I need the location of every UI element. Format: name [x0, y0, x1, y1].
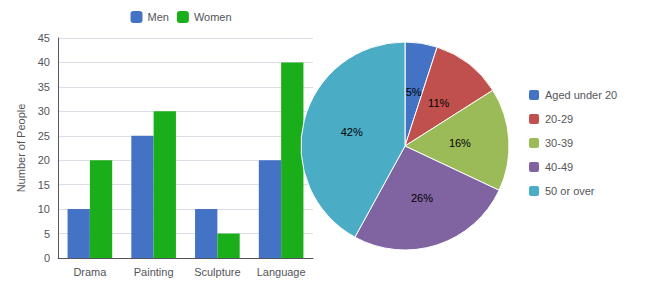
svg-text:5: 5 [44, 228, 50, 240]
svg-text:Sculpture: Sculpture [194, 266, 240, 278]
svg-text:20: 20 [38, 154, 50, 166]
svg-text:40: 40 [38, 56, 50, 68]
svg-text:10: 10 [38, 203, 50, 215]
svg-text:Number of People: Number of People [15, 104, 27, 193]
svg-text:Drama: Drama [73, 266, 107, 278]
svg-text:Aged under 20: Aged under 20 [545, 89, 617, 101]
svg-text:35: 35 [38, 81, 50, 93]
svg-text:15: 15 [38, 179, 50, 191]
svg-text:30-39: 30-39 [545, 137, 573, 149]
svg-text:50 or over: 50 or over [545, 185, 595, 197]
svg-text:0: 0 [44, 252, 50, 264]
svg-text:20-29: 20-29 [545, 113, 573, 125]
svg-text:Painting: Painting [134, 266, 174, 278]
svg-text:45: 45 [38, 32, 50, 44]
svg-text:Language: Language [257, 266, 306, 278]
svg-text:5%: 5% [406, 86, 422, 98]
svg-text:26%: 26% [411, 192, 433, 204]
svg-text:Women: Women [194, 11, 232, 23]
svg-text:25: 25 [38, 130, 50, 142]
svg-text:42%: 42% [341, 126, 363, 138]
svg-text:Men: Men [148, 11, 169, 23]
svg-text:30: 30 [38, 105, 50, 117]
svg-text:40-49: 40-49 [545, 161, 573, 173]
svg-text:16%: 16% [449, 137, 471, 149]
svg-text:11%: 11% [428, 97, 449, 109]
